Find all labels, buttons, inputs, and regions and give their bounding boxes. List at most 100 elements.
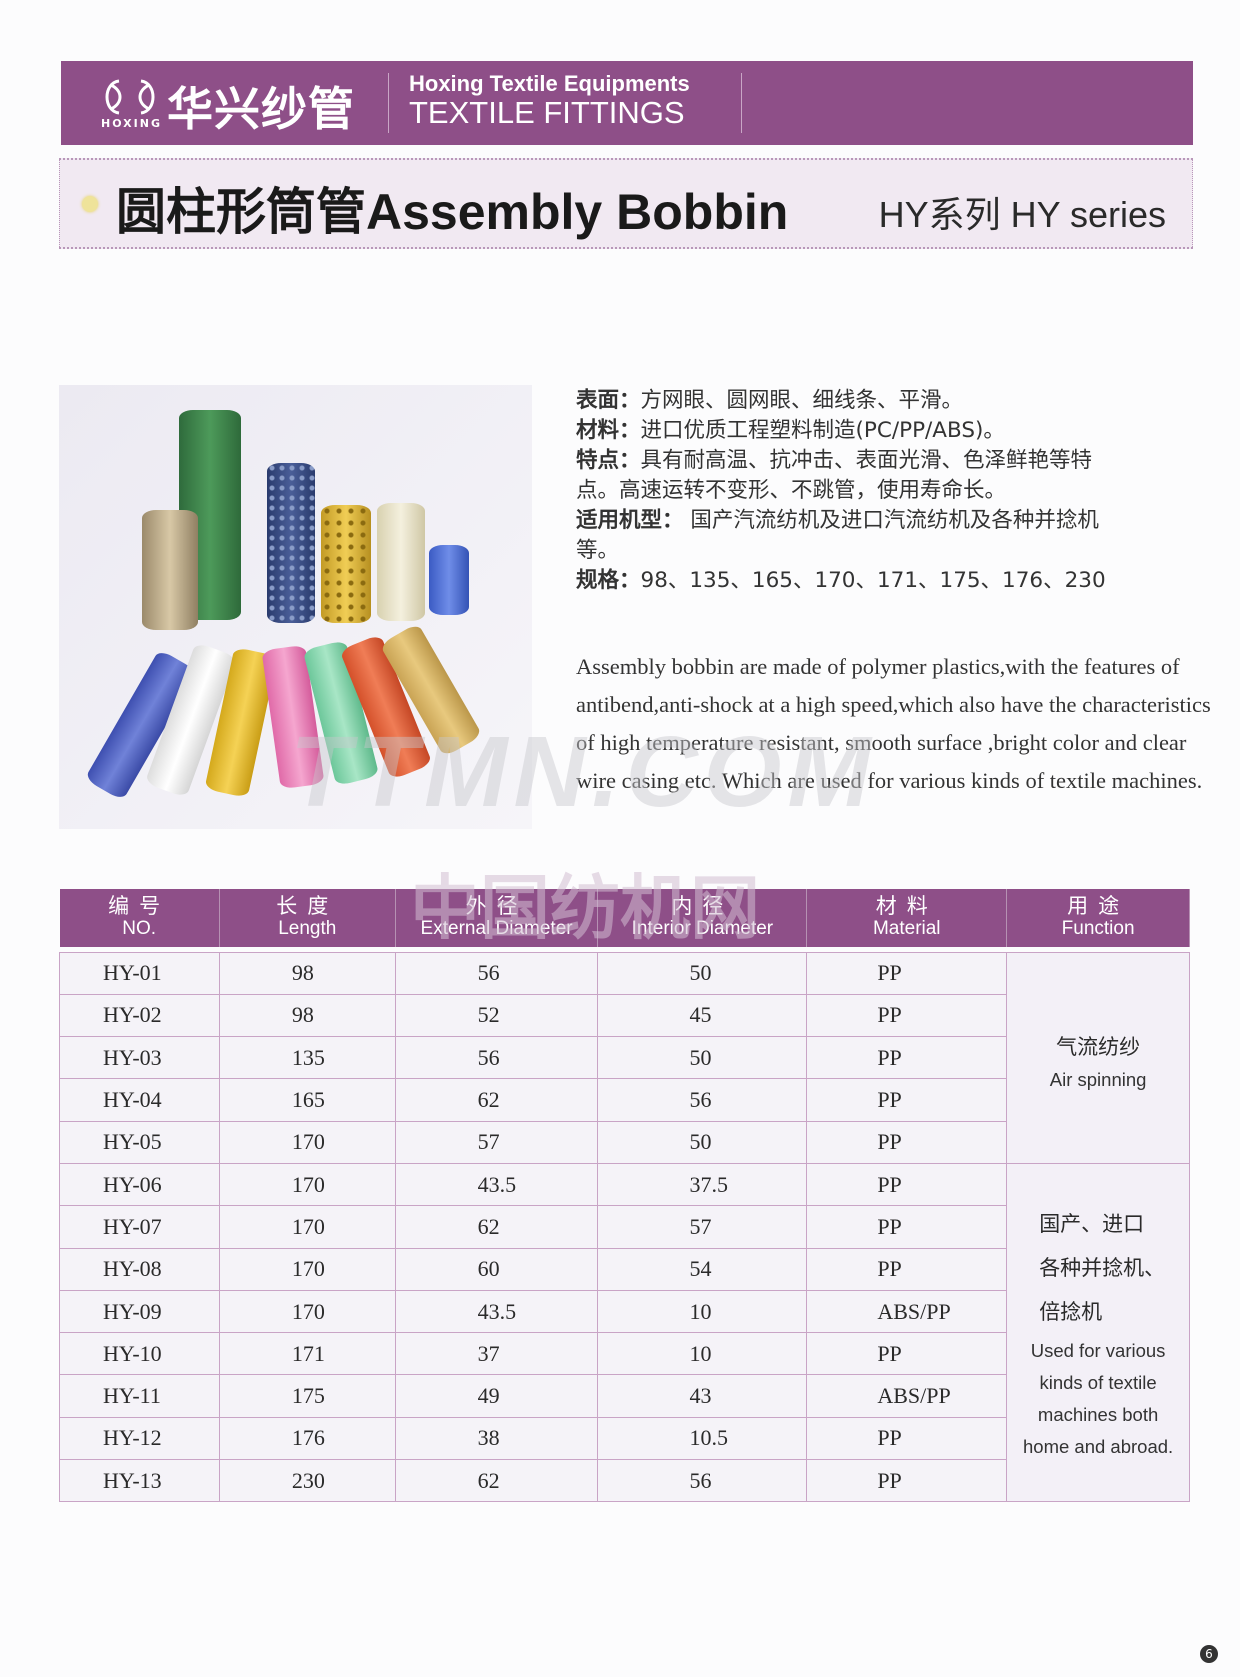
table-cell: 98 xyxy=(218,951,396,995)
title-box: 圆柱形筒管Assembly Bobbin HY系列 HY series xyxy=(59,158,1193,249)
header-cn: 内径 xyxy=(671,895,734,918)
spec-features: 特点：具有耐高温、抗冲击、表面光滑、色泽鲜艳等特点。高速运转不变形、不跳管，使用… xyxy=(576,448,1093,503)
bobbin-cream xyxy=(377,503,425,621)
bobbin-navy-mesh xyxy=(267,463,315,623)
spec-material: 材料：进口优质工程塑料制造(PC/PP/ABS)。 xyxy=(576,418,1005,443)
table-cell: 37.5 xyxy=(597,1162,808,1207)
table-cell: PP xyxy=(806,993,1008,1038)
divider xyxy=(741,73,742,133)
table-cell: PP xyxy=(806,1416,1008,1461)
table-cell: 54 xyxy=(597,1247,808,1291)
table-row: HY-02 98 52 45 PP xyxy=(59,993,1190,1038)
column-header: 内径 Interior Diameter xyxy=(597,889,808,947)
table-cell: HY-01 xyxy=(59,951,220,995)
table-cell: 230 xyxy=(218,1459,396,1503)
table-row: HY-12 176 38 10.5 PP xyxy=(59,1416,1190,1461)
header-en: External Diameter xyxy=(420,918,573,939)
table-cell: HY-11 xyxy=(59,1374,220,1418)
table-cell: PP xyxy=(806,1247,1008,1291)
table-cell: HY-12 xyxy=(59,1416,220,1461)
table-cell: 43.5 xyxy=(394,1162,599,1207)
table-cell: HY-03 xyxy=(59,1036,220,1080)
header-en: Length xyxy=(278,918,337,939)
brand-line2: TEXTILE FITTINGS xyxy=(409,95,685,130)
table-cell: PP xyxy=(806,1120,1008,1164)
header-en: NO. xyxy=(122,918,157,939)
spec-table: 编号 NO. 长度 Length 外径 External Diameter 内径 Interi… xyxy=(59,889,1190,1503)
bobbin-gold xyxy=(142,510,198,630)
table-row: HY-13 230 62 56 PP xyxy=(59,1459,1190,1503)
table-cell: 52 xyxy=(394,993,599,1038)
table-cell: 43.5 xyxy=(394,1289,599,1334)
table-cell: 56 xyxy=(597,1459,808,1503)
english-description: Assembly bobbin are made of polymer plas… xyxy=(576,654,1211,793)
table-cell: 135 xyxy=(218,1036,396,1080)
product-photo xyxy=(59,385,532,829)
table-row: HY-07 170 62 57 PP xyxy=(59,1205,1190,1249)
spec-list: 表面：方网眼、圆网眼、细线条、平滑。 材料：进口优质工程塑料制造(PC/PP/A… xyxy=(576,386,1216,596)
bobbin-yellow-mesh xyxy=(321,505,371,623)
table-cell: 49 xyxy=(394,1374,599,1418)
table-cell: 62 xyxy=(394,1205,599,1249)
table-cell: 50 xyxy=(597,1120,808,1164)
header-cn: 长度 xyxy=(276,895,339,918)
table-cell: 170 xyxy=(218,1205,396,1249)
table-cell: 10.5 xyxy=(597,1416,808,1461)
header-cn: 用途 xyxy=(1067,895,1130,918)
table-cell: 57 xyxy=(394,1120,599,1164)
table-cell: HY-07 xyxy=(59,1205,220,1249)
spec-machines: 适用机型： 国产汽流纺机及进口汽流纺机及各种并捻机等。 xyxy=(576,508,1099,563)
bullet-icon xyxy=(82,196,98,212)
table-cell: PP xyxy=(806,1205,1008,1249)
table-cell: PP xyxy=(806,1459,1008,1503)
table-cell: 175 xyxy=(218,1374,396,1418)
table-cell: ABS/PP xyxy=(806,1289,1008,1334)
header-en: Material xyxy=(872,918,941,939)
header-band: HOXING 华兴纱管 Hoxing Textile Equipments TE… xyxy=(61,61,1193,145)
page-number: 6 xyxy=(1200,1645,1218,1663)
table-cell: 171 xyxy=(218,1332,396,1376)
table-cell: HY-13 xyxy=(59,1459,220,1503)
table-row: HY-01 98 56 50 PP 气流纺纱 Air spinning xyxy=(59,951,1190,1164)
table-row: HY-04 165 62 56 PP xyxy=(59,1078,1190,1122)
table-cell: 10 xyxy=(597,1332,808,1376)
table-cell: 37 xyxy=(394,1332,599,1376)
table-cell: HY-09 xyxy=(59,1289,220,1334)
function-twisting-machines: 国产、进口 各种并捻机、 倍捻机 Used for various kinds of t… xyxy=(1006,1162,1190,1503)
table-cell: PP xyxy=(806,951,1008,995)
header-cn: 外径 xyxy=(465,895,528,918)
page-title: 圆柱形筒管Assembly Bobbin xyxy=(116,184,789,240)
table-row: HY-08 170 60 54 PP xyxy=(59,1247,1190,1291)
spec-surface: 表面：方网眼、圆网眼、细线条、平滑。 xyxy=(576,388,964,413)
table-cell: PP xyxy=(806,1036,1008,1080)
table-cell: 170 xyxy=(218,1162,396,1207)
table-cell: HY-06 xyxy=(59,1162,220,1207)
table-cell: ABS/PP xyxy=(806,1374,1008,1418)
divider xyxy=(388,73,389,133)
table-row: HY-10 171 37 10 PP xyxy=(59,1332,1190,1376)
table-row: HY-11 175 49 43 ABS/PP xyxy=(59,1374,1190,1418)
table-cell: 56 xyxy=(394,1036,599,1080)
table-cell: 62 xyxy=(394,1078,599,1122)
table-cell: HY-04 xyxy=(59,1078,220,1122)
column-header: 编号 NO. xyxy=(59,889,220,947)
table-cell: 165 xyxy=(218,1078,396,1122)
table-cell: 60 xyxy=(394,1247,599,1291)
table-cell: 56 xyxy=(394,951,599,995)
table-row: HY-09 170 43.5 10 ABS/PP xyxy=(59,1289,1190,1334)
table-cell: HY-08 xyxy=(59,1247,220,1291)
header-en: Interior Diameter xyxy=(631,918,774,939)
table-header: 编号 NO. 长度 Length 外径 External Diameter 内径 Interi… xyxy=(59,889,1190,947)
column-header: 材料 Material xyxy=(806,889,1008,947)
table-cell: 45 xyxy=(597,993,808,1038)
series-label: HY系列 HY series xyxy=(878,194,1166,235)
header-cn: 材料 xyxy=(875,895,938,918)
table-cell: 10 xyxy=(597,1289,808,1334)
table-row: HY-06 170 43.5 37.5 PP 国产、进口 各种并捻机、 倍捻机 Used for… xyxy=(59,1162,1190,1503)
table-cell: 62 xyxy=(394,1459,599,1503)
column-header: 外径 External Diameter xyxy=(395,889,599,947)
table-row: HY-03 135 56 50 PP xyxy=(59,1036,1190,1080)
table-cell: 170 xyxy=(218,1289,396,1334)
table-cell: 98 xyxy=(218,993,396,1038)
logo-cn: 华兴纱管 xyxy=(167,82,355,136)
